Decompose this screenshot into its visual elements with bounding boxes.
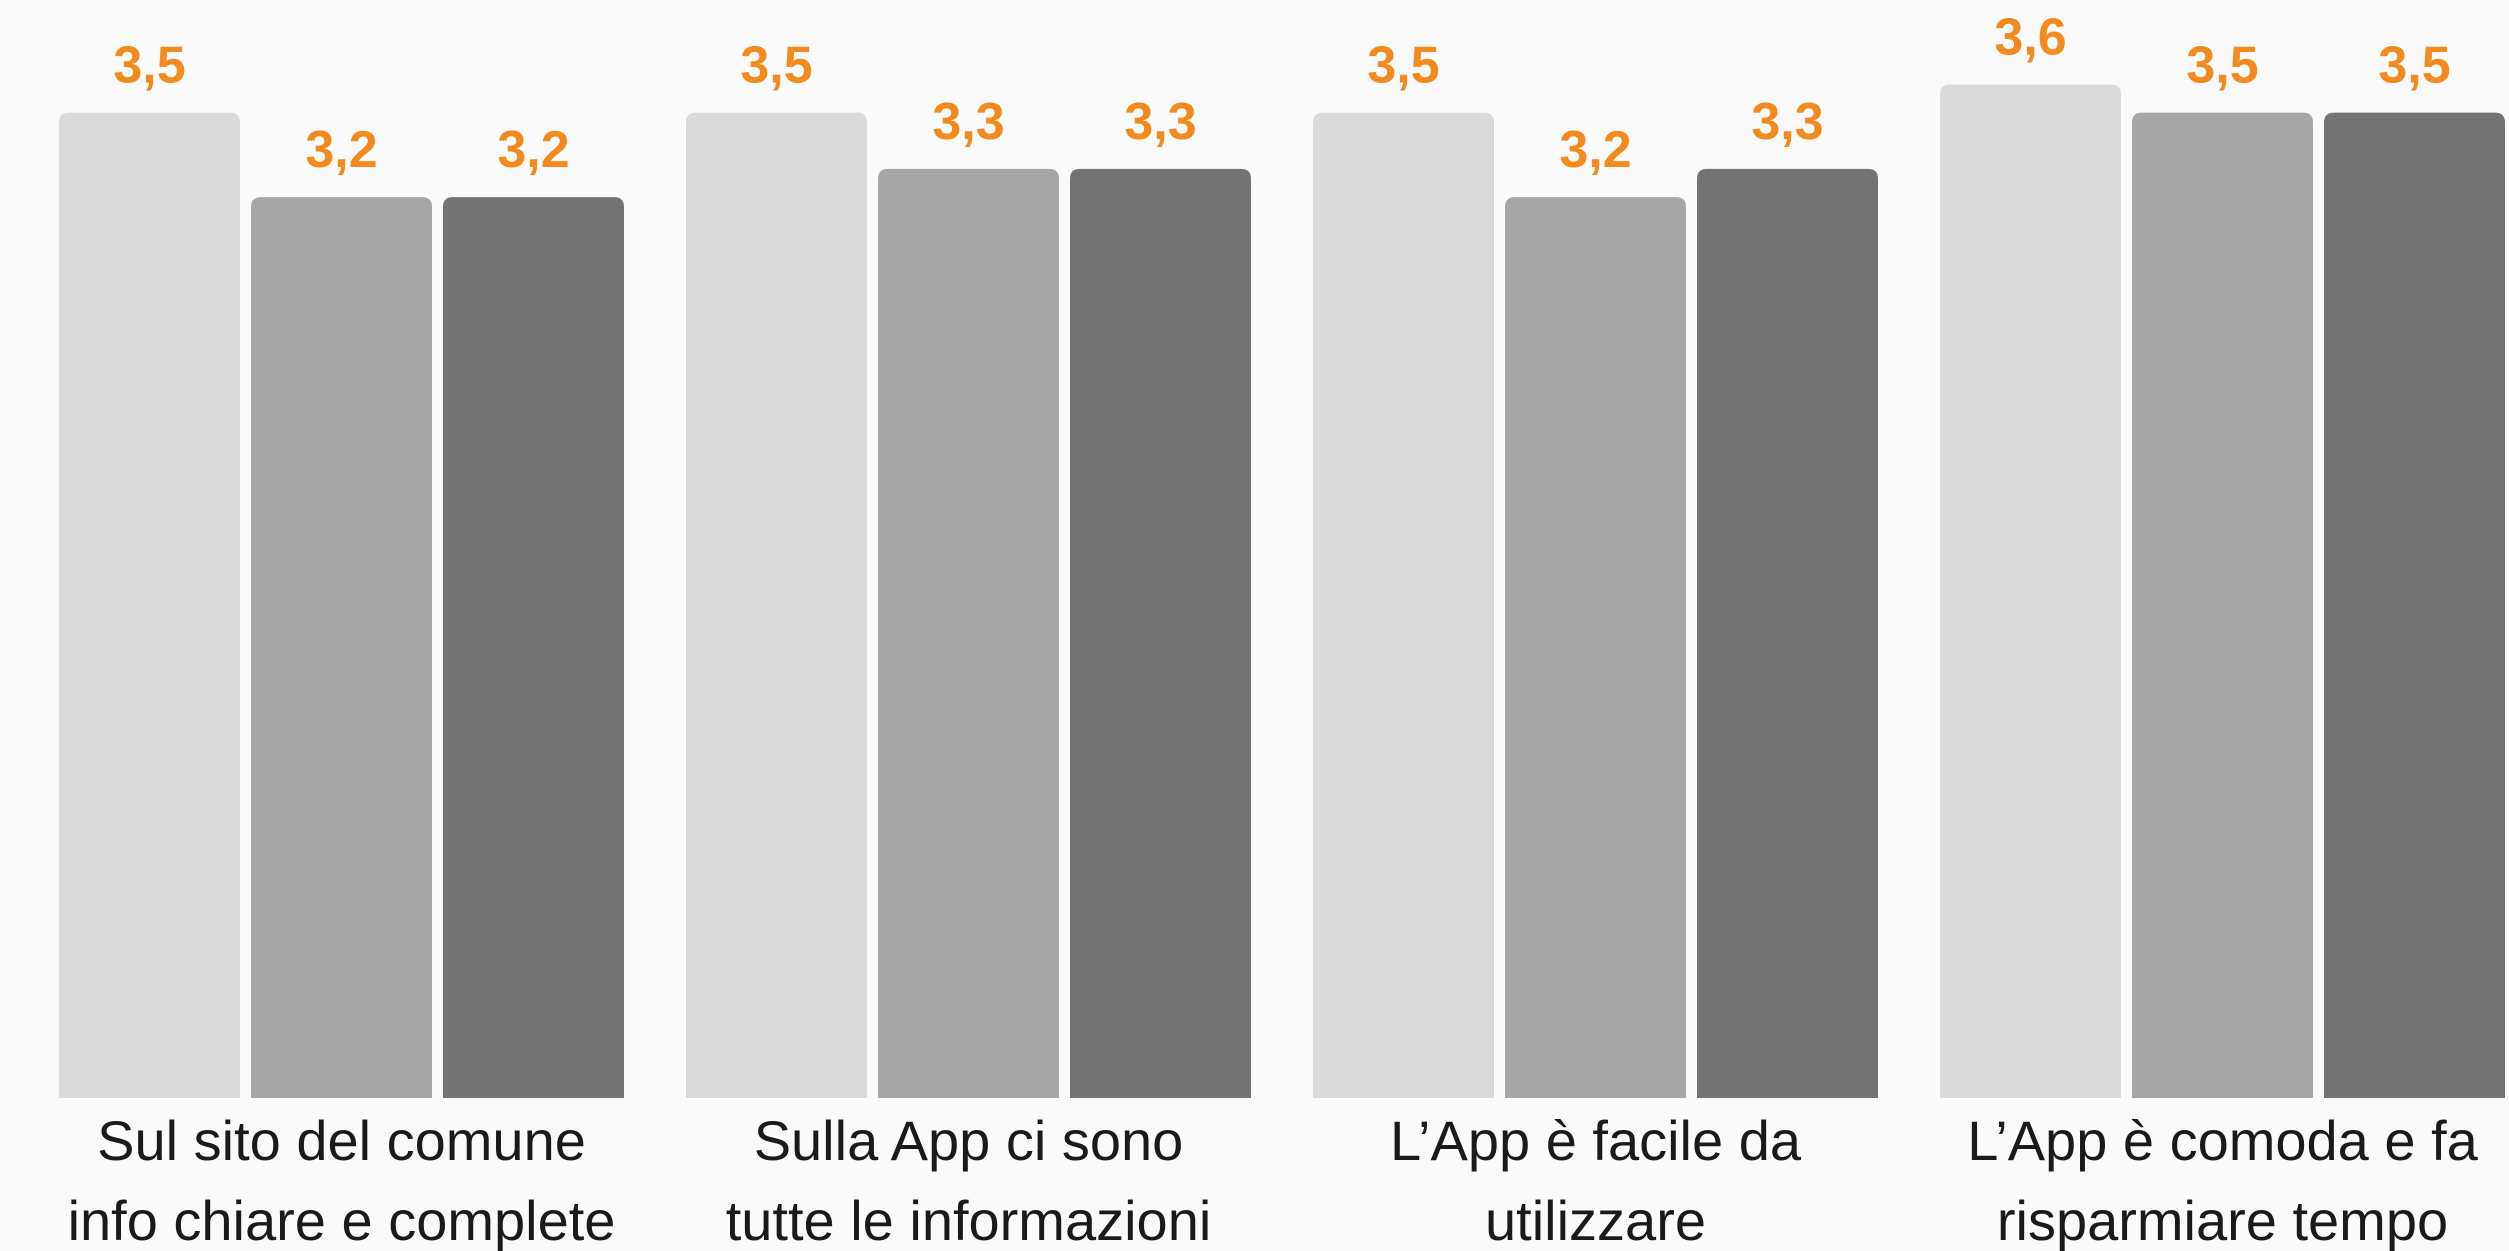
value-label: 3,3 (932, 93, 1004, 151)
x-tick-label-line: tutte le informazioni (726, 1189, 1212, 1251)
bar (878, 168, 1059, 1098)
value-label: 3,2 (497, 121, 569, 179)
value-label: 3,5 (2186, 37, 2258, 95)
value-label: 3,5 (1367, 37, 1439, 95)
bar (686, 112, 867, 1099)
bar (251, 197, 432, 1099)
value-label: 3,2 (305, 121, 377, 179)
value-label: 3,6 (1994, 8, 2066, 66)
bar (2132, 112, 2313, 1099)
x-tick-label-line: risparmiare tempo (1997, 1189, 2448, 1251)
value-label: 3,5 (113, 37, 185, 95)
bar (59, 112, 240, 1099)
x-tick-label: Sulla App ci sono tutte le informazioni (726, 1109, 1212, 1251)
x-tick-label: L’App è comoda e fa risparmiare tempo (1967, 1109, 2478, 1251)
x-tick-label-line: Sulla App ci sono (754, 1109, 1184, 1172)
x-tick-label-line: Sul sito del comune (97, 1109, 586, 1172)
x-tick-label-line: L’App è comoda e fa (1967, 1109, 2478, 1172)
x-tick-label-line: info chiare e complete (68, 1189, 616, 1251)
x-tick-label: Sul sito del comune info chiare e complet… (68, 1109, 616, 1251)
bar (1697, 168, 1878, 1098)
bar (1313, 112, 1494, 1099)
value-label: 3,5 (740, 37, 812, 95)
bar (1070, 168, 1251, 1098)
bar (1940, 84, 2121, 1098)
value-label: 3,3 (1751, 93, 1823, 151)
bar (443, 197, 624, 1099)
bar (1505, 197, 1686, 1099)
value-label: 3,3 (1124, 93, 1196, 151)
value-label: 3,5 (2378, 37, 2450, 95)
x-tick-label-line: utilizzare (1485, 1189, 1706, 1251)
x-tick-label: L’App è facile da utilizzare (1390, 1109, 1802, 1251)
bar (2324, 112, 2505, 1099)
x-tick-label-line: L’App è facile da (1390, 1109, 1802, 1172)
value-label: 3,2 (1559, 121, 1631, 179)
